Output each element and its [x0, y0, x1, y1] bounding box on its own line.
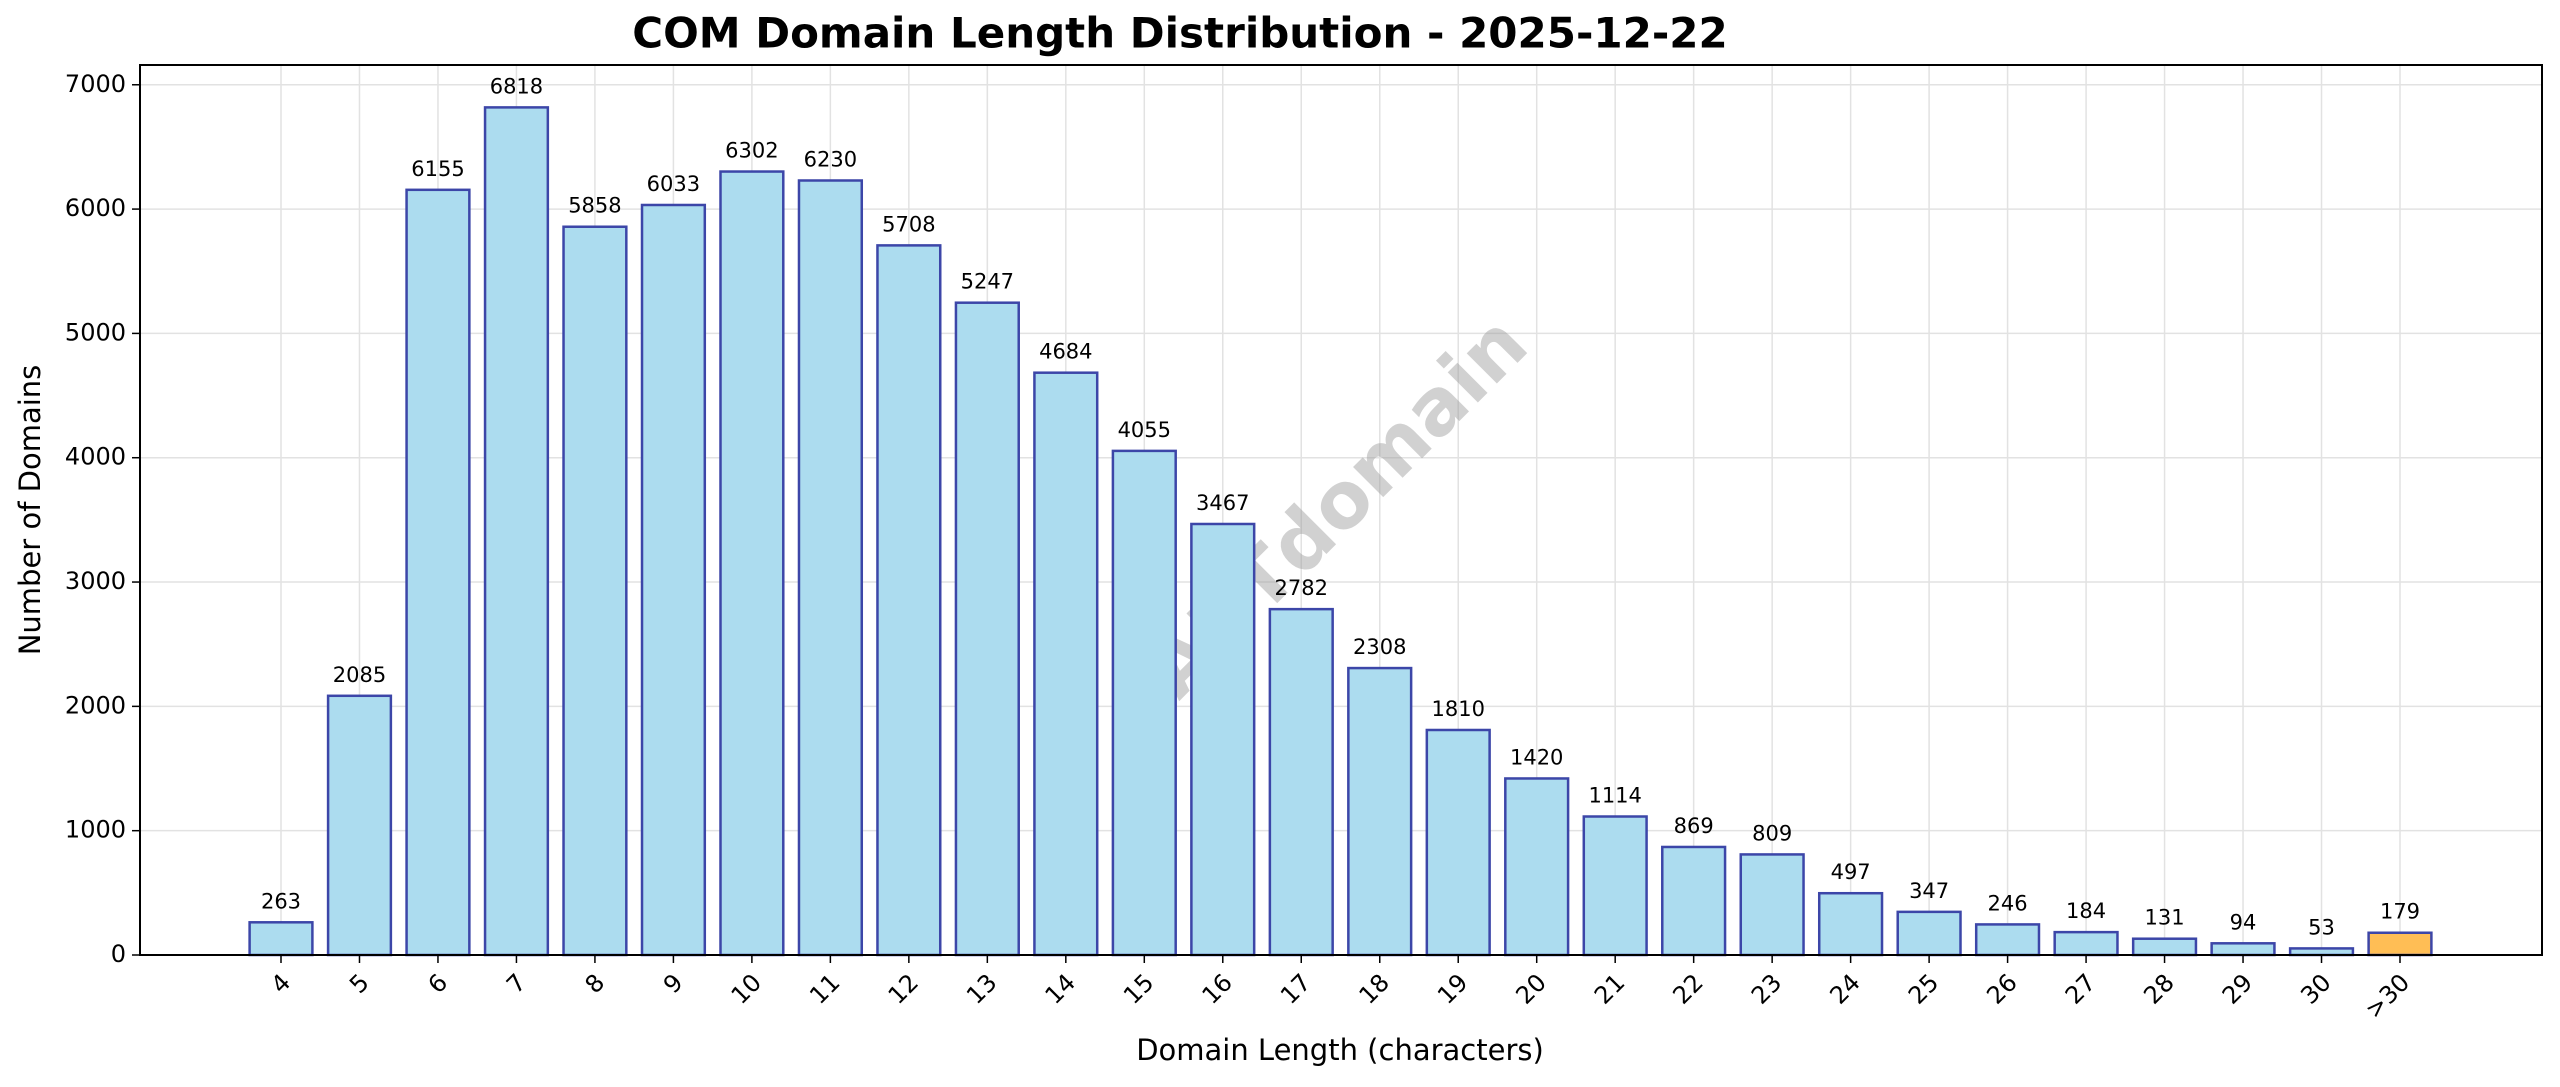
value-label: 6155 — [411, 157, 464, 181]
x-tick-label: 11 — [804, 968, 845, 1009]
bar — [2131, 937, 2198, 957]
x-tick-label: 14 — [1040, 968, 1081, 1009]
x-tick-label: >30 — [2360, 968, 2416, 1024]
x-tick-label: 4 — [266, 968, 297, 999]
value-label: 5247 — [961, 270, 1014, 294]
bar — [1817, 891, 1884, 957]
x-tick-label: 26 — [1981, 968, 2022, 1009]
value-label: 263 — [261, 889, 301, 913]
bar — [1347, 666, 1413, 957]
bar — [1268, 607, 1334, 957]
x-tick-label: 20 — [1510, 968, 1551, 1009]
x-tick-label: 9 — [658, 968, 689, 999]
bar — [483, 106, 550, 957]
x-tick-label: 15 — [1118, 968, 1159, 1009]
value-label: 6033 — [647, 172, 700, 196]
bar — [876, 244, 942, 957]
value-label: 246 — [1988, 891, 2028, 915]
y-tick-label: 4000 — [65, 443, 126, 471]
x-tick-label: 23 — [1746, 968, 1787, 1009]
bar — [954, 301, 1020, 957]
value-label: 1420 — [1510, 745, 1563, 769]
value-label: 2308 — [1353, 635, 1406, 659]
value-label: 2085 — [333, 663, 386, 687]
bar — [248, 921, 314, 957]
value-label: 5858 — [568, 194, 621, 218]
x-tick-label: 28 — [2138, 968, 2179, 1009]
bar — [797, 179, 864, 957]
x-tick-label: 22 — [1667, 968, 1708, 1009]
x-tick-label: 8 — [580, 968, 611, 999]
x-tick-label: 12 — [883, 968, 924, 1009]
y-tick-label: 6000 — [65, 194, 126, 222]
value-label: 131 — [2145, 906, 2185, 930]
x-tick-label: 27 — [2060, 968, 2101, 1009]
y-tick-label: 5000 — [65, 318, 126, 346]
bar — [1425, 728, 1491, 957]
bar — [1896, 910, 1962, 957]
value-label: 1114 — [1588, 784, 1641, 808]
x-tick-label: 13 — [961, 968, 1002, 1009]
value-label: 94 — [2230, 910, 2257, 934]
x-tick-label: 5 — [344, 968, 375, 999]
x-axis-label: Domain Length (characters) — [1136, 1033, 1544, 1067]
x-tick-label: 21 — [1589, 968, 1630, 1009]
x-tick-label: 10 — [726, 968, 767, 1009]
x-tick-label: 25 — [1903, 968, 1944, 1009]
x-tick-label: 17 — [1275, 968, 1316, 1009]
bar — [405, 188, 471, 957]
x-tick-label: 30 — [2295, 968, 2336, 1009]
x-tick-label: 16 — [1197, 968, 1238, 1009]
value-label: 2782 — [1275, 576, 1328, 600]
value-label: 6818 — [490, 74, 543, 98]
bar — [1739, 853, 1805, 957]
bar — [1582, 815, 1648, 957]
bar — [562, 225, 628, 957]
value-label: 5708 — [882, 212, 935, 236]
value-label: 6302 — [725, 139, 778, 163]
value-label: 497 — [1831, 860, 1871, 884]
bar — [2053, 930, 2119, 957]
value-label: 347 — [1909, 879, 1949, 903]
value-label: 4684 — [1039, 340, 1092, 364]
y-axis-label: Number of Domains — [13, 365, 47, 656]
bar — [1111, 449, 1177, 957]
bar — [640, 203, 707, 957]
bar — [1190, 522, 1256, 957]
value-label: 869 — [1674, 814, 1714, 838]
y-tick-label: 3000 — [65, 567, 126, 595]
y-tick-label: 7000 — [65, 70, 126, 98]
value-label: 179 — [2380, 900, 2420, 924]
bar — [1504, 777, 1570, 957]
bar — [719, 170, 785, 957]
bar — [2210, 942, 2276, 957]
y-tick-label: 1000 — [65, 816, 126, 844]
bar — [1974, 923, 2041, 957]
value-label: 1810 — [1431, 697, 1484, 721]
bar — [1661, 845, 1727, 957]
x-tick-label: 6 — [423, 968, 454, 999]
x-tick-label: 18 — [1354, 968, 1395, 1009]
value-label: 4055 — [1118, 418, 1171, 442]
x-tick-label: 24 — [1824, 968, 1865, 1009]
x-tick-label: 29 — [2217, 968, 2258, 1009]
value-label: 6230 — [804, 147, 857, 171]
chart-title: COM Domain Length Distribution - 2025-12… — [632, 9, 1727, 58]
value-label: 3467 — [1196, 491, 1249, 515]
value-label: 53 — [2308, 915, 2335, 939]
x-tick-label: 7 — [501, 968, 532, 999]
bar — [326, 694, 393, 957]
value-label: 809 — [1752, 821, 1792, 845]
value-label: 184 — [2066, 899, 2106, 923]
x-tick-label: 19 — [1432, 968, 1473, 1009]
bar — [1033, 371, 1099, 957]
y-tick-label: 0 — [111, 940, 126, 968]
bar — [2367, 931, 2433, 957]
plot-frame — [139, 64, 2543, 956]
y-tick-label: 2000 — [65, 691, 126, 719]
